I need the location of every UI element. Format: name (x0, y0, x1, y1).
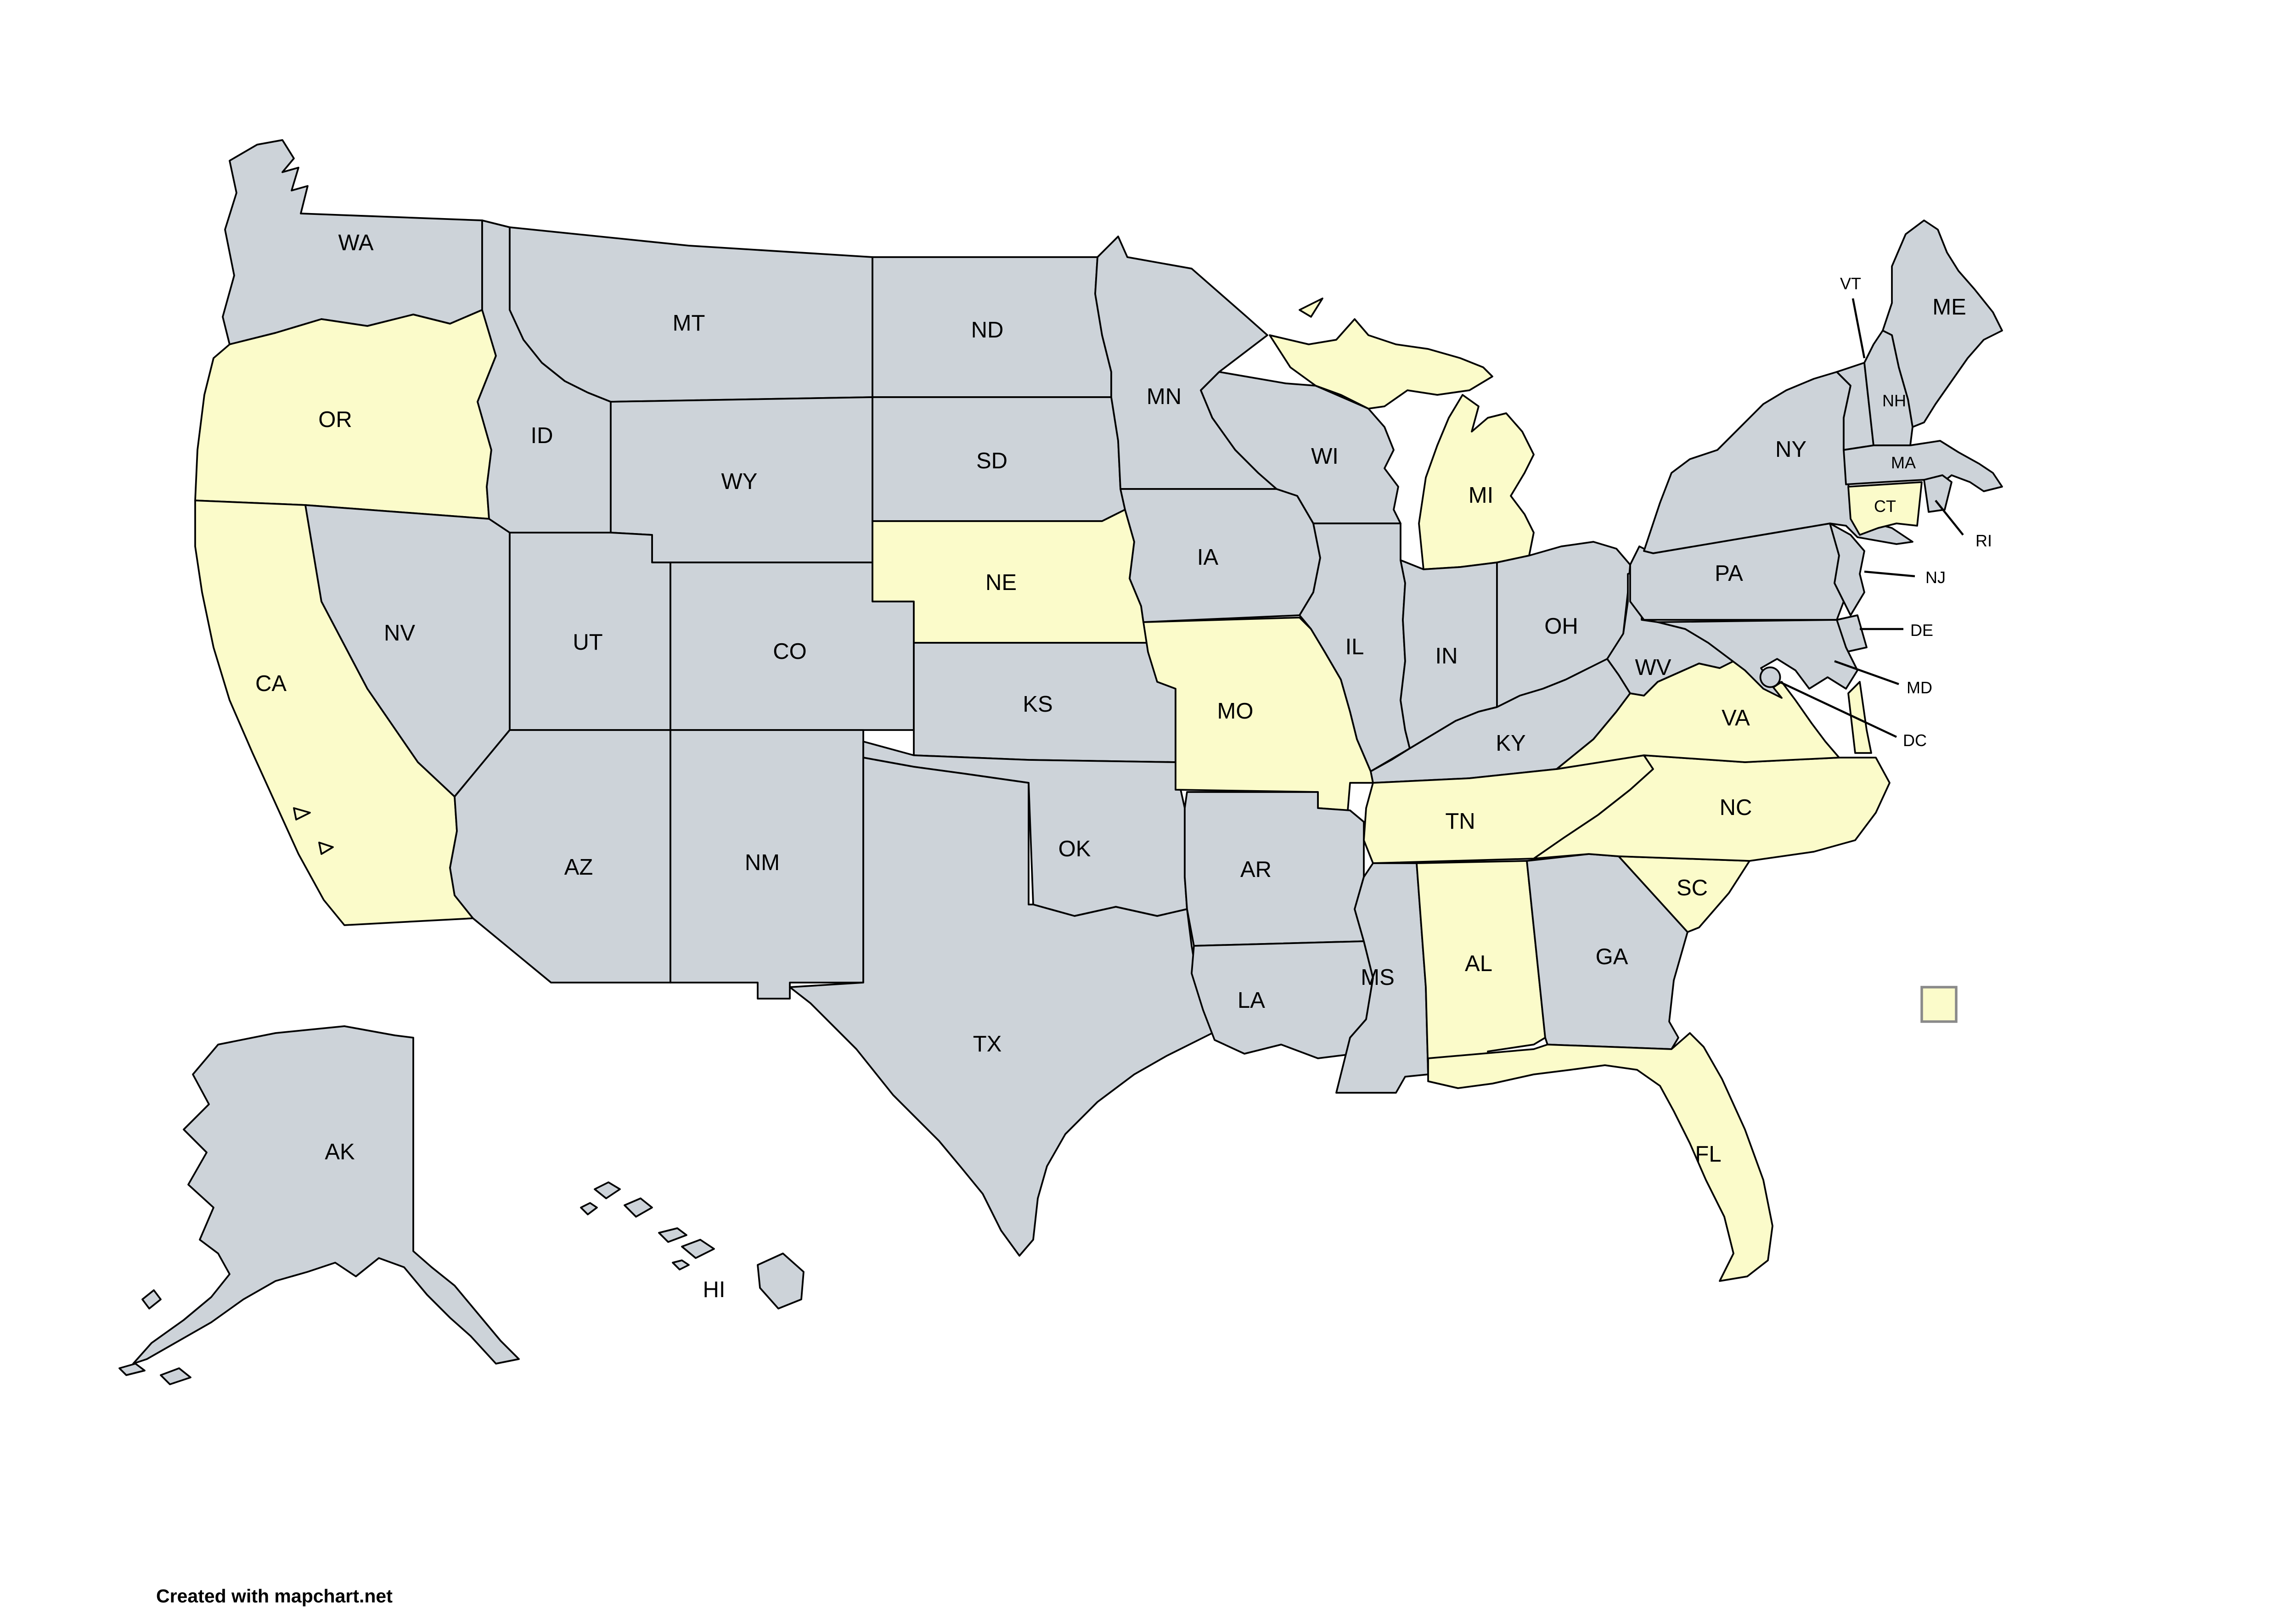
state-label-az: AZ (564, 855, 593, 880)
state-ct[interactable] (1847, 481, 1923, 536)
state-label-wa: WA (338, 230, 373, 255)
state-label-nm: NM (745, 850, 780, 875)
state-label-nv: NV (384, 621, 415, 646)
state-hi[interactable] (624, 1197, 653, 1218)
state-dc[interactable] (1759, 666, 1781, 688)
callout-line-ri (1935, 500, 1964, 536)
state-hi[interactable] (658, 1227, 687, 1243)
state-az[interactable] (449, 729, 671, 983)
state-label-nj: NJ (1925, 568, 1946, 587)
state-label-mo: MO (1217, 699, 1254, 724)
state-mt[interactable] (509, 226, 873, 403)
state-label-al: AL (1465, 951, 1492, 976)
state-label-vt: VT (1840, 274, 1861, 293)
state-label-ms: MS (1361, 965, 1395, 990)
state-hi[interactable] (580, 1202, 598, 1215)
state-labels-layer: WA OR CA NV ID MT WY UT CO AZ NM ND SD NE KS OK TX MN IA MO… (255, 230, 1992, 1302)
callout-line-vt (1851, 298, 1866, 359)
state-label-tn: TN (1445, 809, 1475, 834)
state-hi[interactable] (681, 1239, 715, 1259)
state-label-nc: NC (1720, 795, 1752, 820)
state-label-il: IL (1345, 635, 1364, 659)
state-label-or: OR (318, 407, 352, 432)
state-label-ut: UT (573, 630, 602, 655)
state-label-sd: SD (976, 449, 1007, 473)
legend-swatch[interactable] (1920, 986, 1958, 1023)
state-label-dc: DC (1903, 731, 1927, 750)
state-label-va: VA (1722, 706, 1750, 730)
state-fl[interactable] (1427, 1032, 1773, 1282)
state-label-ak: AK (325, 1140, 355, 1164)
state-hi[interactable] (672, 1259, 690, 1270)
state-label-ia: IA (1197, 545, 1219, 570)
state-label-nh: NH (1882, 391, 1906, 410)
state-hi[interactable] (757, 1253, 805, 1309)
state-label-de: DE (1910, 621, 1933, 640)
attribution-text: Created with mapchart.net (156, 1585, 393, 1607)
state-label-hi: HI (703, 1277, 726, 1302)
state-label-ri: RI (1975, 531, 1992, 550)
state-label-me: ME (1932, 295, 1966, 320)
state-label-ct: CT (1874, 497, 1896, 516)
state-label-wi: WI (1311, 444, 1339, 469)
state-label-ks: KS (1023, 692, 1052, 717)
state-ar[interactable] (1184, 791, 1365, 947)
state-ca[interactable] (293, 807, 311, 820)
state-label-nd: ND (971, 318, 1004, 343)
state-label-id: ID (531, 423, 553, 448)
state-va[interactable] (1847, 681, 1872, 754)
state-label-ny: NY (1775, 437, 1806, 462)
state-label-mn: MN (1147, 384, 1182, 409)
state-ak[interactable] (132, 1025, 520, 1365)
state-ak[interactable] (141, 1289, 162, 1309)
state-label-oh: OH (1544, 614, 1578, 639)
state-nj[interactable] (1829, 523, 1865, 616)
state-label-tx: TX (973, 1032, 1002, 1056)
callout-line-nj (1864, 570, 1915, 578)
state-label-sc: SC (1677, 876, 1708, 900)
state-ma[interactable] (1843, 440, 2003, 492)
state-hi[interactable] (594, 1181, 621, 1199)
callout-line-dc (1779, 680, 1897, 738)
state-tx[interactable] (789, 757, 1213, 1257)
state-label-ga: GA (1596, 944, 1628, 969)
state-label-pa: PA (1715, 561, 1743, 586)
state-label-co: CO (773, 639, 807, 664)
state-label-ar: AR (1240, 857, 1272, 882)
callout-lines-layer (1779, 298, 1964, 738)
state-nc[interactable] (1533, 754, 1891, 862)
state-md[interactable] (1657, 619, 1858, 699)
state-ca[interactable] (318, 842, 334, 855)
state-label-mi: MI (1469, 483, 1493, 508)
state-ia[interactable] (1120, 488, 1321, 623)
state-label-mt: MT (673, 311, 705, 336)
state-label-ok: OK (1058, 837, 1091, 861)
state-ak[interactable] (160, 1367, 191, 1385)
state-label-ca: CA (255, 671, 287, 696)
state-label-in: IN (1435, 644, 1458, 669)
state-label-wv: WV (1635, 655, 1671, 680)
state-label-fl: FL (1695, 1142, 1721, 1167)
state-ak[interactable] (118, 1363, 146, 1376)
state-mi[interactable] (1299, 298, 1323, 318)
state-label-ma: MA (1891, 453, 1916, 472)
state-mi[interactable] (1418, 394, 1535, 570)
state-ri[interactable] (1923, 474, 1953, 513)
state-label-wy: WY (721, 469, 758, 494)
states-layer (118, 139, 2003, 1385)
state-mi[interactable] (1269, 318, 1493, 410)
state-label-ne: NE (985, 570, 1017, 595)
state-label-ky: KY (1496, 731, 1525, 756)
state-label-md: MD (1907, 678, 1932, 697)
callout-line-md (1834, 660, 1899, 686)
state-label-la: LA (1238, 988, 1265, 1013)
